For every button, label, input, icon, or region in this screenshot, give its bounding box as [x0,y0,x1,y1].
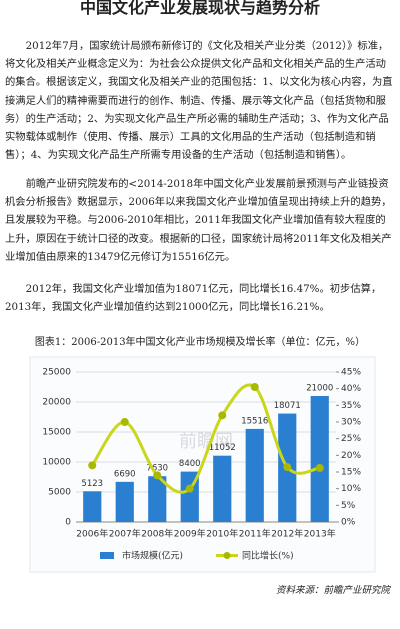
y-tick-label: 20000 [42,398,71,408]
x-tick-label: 2008年 [141,528,173,540]
y2-tick-label: 45% [341,368,361,378]
bar-value-label: 15516 [241,416,268,426]
y-tick-label: 5000 [48,488,71,498]
paragraph: 2012年，我国文化产业增加值为18071亿元，同比增长16.47%。初步估算，… [5,283,382,314]
x-tick-label: 2012年 [271,528,303,540]
y2-tick-label: 10% [341,484,361,494]
y2-tick-label: 15% [341,468,361,478]
figure-caption: 图表1：2006-2013年中国文化产业市场规模及增长率（单位：亿元，%） [34,337,366,348]
paragraph: 2012年7月，国家统计局颁布新修订的《文化及相关产业分类（2012）》标准，将… [5,40,393,162]
line-point [315,463,324,472]
legend-swatch [223,552,231,559]
bar [245,428,264,522]
page-title: 中国文化产业发展现状与趋势分析 [79,0,320,17]
bar-value-label: 6690 [114,469,136,479]
legend-swatch [100,552,114,559]
x-tick-label: 2010年 [206,528,238,540]
y-tick-label: 0 [65,518,71,528]
line-point [120,418,129,426]
line-point [250,383,259,391]
y-tick-label: 15000 [42,428,71,438]
legend-label: 市场规模(亿元) [122,550,183,562]
y-tick-label: 10000 [42,458,71,468]
y-tick-label: 25000 [42,368,71,378]
bar-value-label: 5123 [81,479,103,489]
x-tick-label: 2007年 [109,528,141,540]
paragraph: 前瞻产业研究院发布的<2014-2018年中国文化产业发展前景预测与产业链投资机… [5,178,392,263]
x-tick-label: 2013年 [304,528,336,540]
x-tick-label: 2006年 [76,528,108,540]
line-point [283,463,292,472]
bar-value-label: 11052 [209,443,236,453]
source-note: 资料来源：前瞻产业研究院 [275,585,390,596]
bar [83,491,102,522]
bar-value-label: 21000 [306,384,333,394]
y2-tick-label: 5% [341,501,356,511]
chart: 前瞻网 0 5000 10000 15000 20000 25000 0% 5% 10% 15% 2… [29,356,376,573]
watermark: 前瞻网 [179,431,233,452]
x-tick-label: 2009年 [174,528,206,540]
bar [115,481,134,522]
line-point [185,484,194,493]
bar-value-label: 7630 [146,464,168,474]
bar [213,455,232,522]
legend-label: 同比增长(%) [242,550,294,562]
bar [310,396,329,522]
line-point [153,471,162,480]
y2-tick-label: 35% [341,401,361,411]
y2-tick-label: 0% [341,518,356,528]
line-point [88,461,97,470]
y2-tick-label: 25% [341,434,361,444]
y2-tick-label: 20% [341,451,361,461]
bar-value-label: 8400 [179,459,201,469]
x-tick-label: 2011年 [239,528,271,540]
y2-tick-label: 40% [341,384,361,394]
line-point [218,411,227,420]
bar [148,476,167,522]
bar-value-label: 18071 [274,401,301,411]
line [90,383,321,494]
y2-tick-label: 30% [341,418,361,428]
